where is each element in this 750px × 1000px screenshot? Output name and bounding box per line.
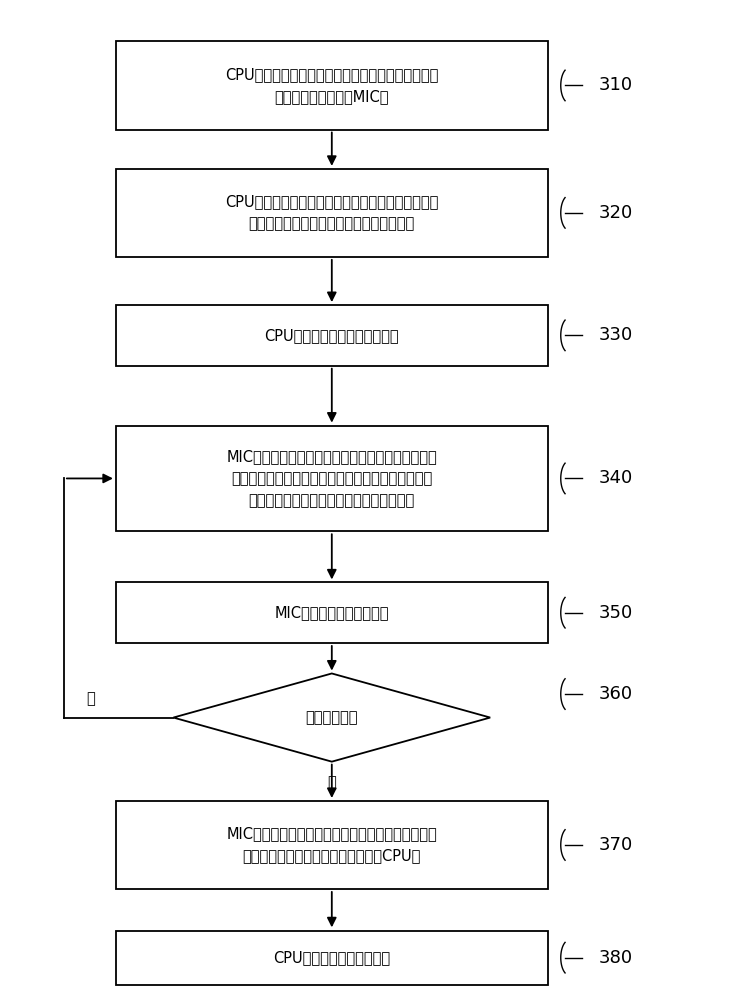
Bar bbox=[116, 582, 548, 643]
Bar bbox=[116, 169, 548, 257]
Text: 370: 370 bbox=[598, 836, 632, 854]
Text: CPU端设定内核的线程执行配置: CPU端设定内核的线程执行配置 bbox=[265, 328, 399, 343]
Text: 310: 310 bbox=[598, 76, 632, 94]
Text: 330: 330 bbox=[598, 326, 632, 344]
Text: CPU端进行网格划分，确定网格所有格点上的宏观参
量及其初始值传递给MIC端: CPU端进行网格划分，确定网格所有格点上的宏观参 量及其初始值传递给MIC端 bbox=[225, 67, 439, 104]
Text: CPU端定义数据结构和存储方式，并根据宏观参量计
算出所有格点上各个方向的平衡态分布函数: CPU端定义数据结构和存储方式，并根据宏观参量计 算出所有格点上各个方向的平衡态… bbox=[225, 194, 439, 231]
Bar bbox=[116, 41, 548, 130]
Text: 迭代是否完成: 迭代是否完成 bbox=[305, 710, 358, 725]
Text: 320: 320 bbox=[598, 204, 632, 222]
Bar bbox=[116, 801, 548, 889]
Text: 350: 350 bbox=[598, 604, 632, 622]
Bar bbox=[116, 931, 548, 985]
Text: 是: 是 bbox=[328, 775, 336, 790]
Text: 380: 380 bbox=[598, 949, 632, 967]
Text: MIC端根据分布函数并行求得速度、密度和流函数等
宏观参量并把流场的收敛状态传递给CPU端: MIC端根据分布函数并行求得速度、密度和流函数等 宏观参量并把流场的收敛状态传递… bbox=[226, 826, 437, 864]
Text: MIC端进行并行的边界处理: MIC端进行并行的边界处理 bbox=[274, 605, 389, 620]
Text: CPU端输出流场的收敛状态: CPU端输出流场的收敛状态 bbox=[273, 950, 390, 965]
Text: 360: 360 bbox=[598, 685, 632, 703]
Text: 否: 否 bbox=[86, 691, 95, 706]
Text: MIC端根据宏观参量及其初始值、线程执行配置以及
所有格点上各个方向的平衡分布函数，进行迁移、碰
撞并行计算，实现内核中内层循环的向量化: MIC端根据宏观参量及其初始值、线程执行配置以及 所有格点上各个方向的平衡分布函… bbox=[226, 449, 437, 508]
Bar bbox=[116, 426, 548, 531]
Polygon shape bbox=[173, 673, 491, 762]
Text: 340: 340 bbox=[598, 469, 632, 487]
Bar bbox=[116, 305, 548, 366]
